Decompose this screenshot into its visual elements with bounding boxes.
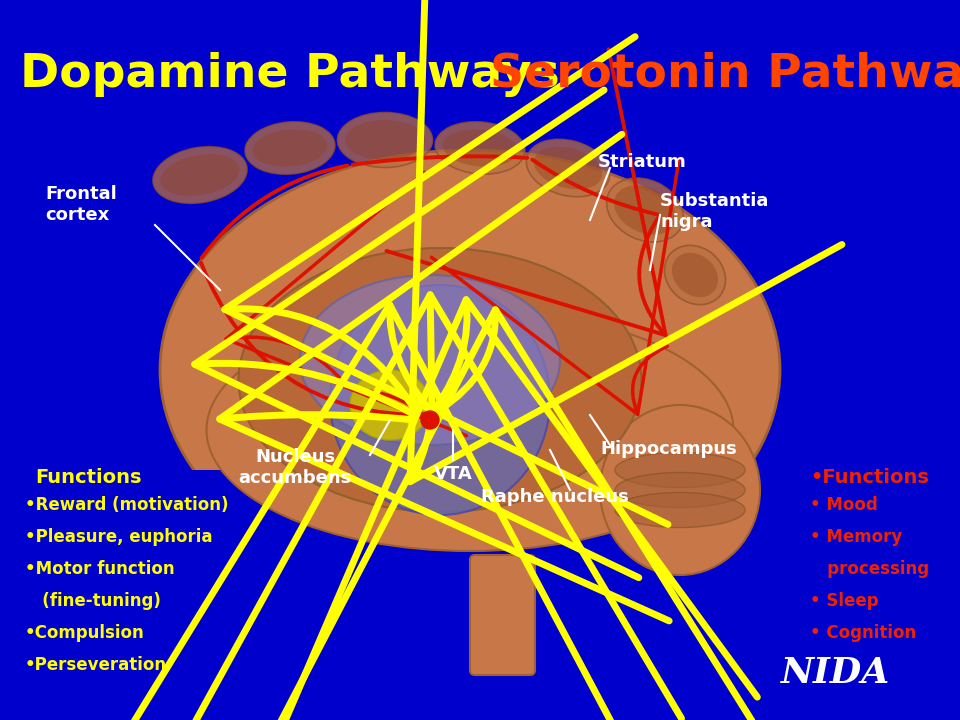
Text: •Functions: •Functions [810, 468, 929, 487]
FancyBboxPatch shape [160, 470, 780, 670]
Ellipse shape [443, 130, 517, 167]
FancyArrowPatch shape [268, 310, 756, 720]
Ellipse shape [330, 285, 550, 515]
Ellipse shape [615, 452, 745, 487]
Text: •Pleasure, euphoria: •Pleasure, euphoria [25, 528, 212, 546]
Text: Functions: Functions [35, 468, 141, 487]
Ellipse shape [600, 405, 760, 575]
Circle shape [421, 411, 439, 429]
Ellipse shape [345, 120, 425, 160]
FancyArrowPatch shape [202, 166, 348, 258]
Text: (fine-tuning): (fine-tuning) [25, 592, 161, 610]
Ellipse shape [160, 154, 240, 196]
FancyArrowPatch shape [410, 0, 842, 482]
FancyArrowPatch shape [132, 305, 621, 720]
Text: Dopamine Pathways: Dopamine Pathways [20, 52, 560, 97]
Ellipse shape [435, 122, 525, 174]
Text: Raphe nucleus: Raphe nucleus [481, 488, 629, 506]
FancyArrowPatch shape [431, 158, 679, 414]
FancyBboxPatch shape [470, 555, 535, 675]
Ellipse shape [252, 130, 327, 167]
Ellipse shape [338, 112, 433, 168]
Text: Nucleus
accumbens: Nucleus accumbens [238, 448, 351, 487]
Text: Serotonin Pathways: Serotonin Pathways [490, 52, 960, 97]
FancyArrowPatch shape [272, 300, 757, 720]
Ellipse shape [300, 275, 560, 445]
FancyArrowPatch shape [225, 37, 668, 524]
FancyArrowPatch shape [193, 294, 682, 720]
Ellipse shape [615, 472, 745, 508]
Text: • Sleep: • Sleep [810, 592, 878, 610]
Ellipse shape [614, 186, 676, 235]
Text: NIDA: NIDA [780, 656, 890, 690]
FancyArrowPatch shape [352, 390, 428, 418]
FancyArrowPatch shape [226, 172, 467, 436]
FancyArrowPatch shape [352, 156, 527, 165]
Text: VTA: VTA [434, 465, 472, 483]
Text: Striatum: Striatum [598, 153, 686, 171]
Ellipse shape [672, 253, 718, 297]
FancyArrowPatch shape [220, 135, 669, 621]
Ellipse shape [206, 309, 733, 551]
Text: Substantia
nigra: Substantia nigra [660, 192, 769, 231]
FancyArrowPatch shape [195, 90, 638, 577]
Text: •Reward (motivation): •Reward (motivation) [25, 496, 228, 514]
Text: •Motor function: •Motor function [25, 560, 175, 578]
Text: • Cognition: • Cognition [810, 624, 916, 642]
FancyArrowPatch shape [387, 49, 665, 336]
Text: • Memory: • Memory [810, 528, 902, 546]
Text: Frontal
cortex: Frontal cortex [45, 185, 117, 224]
Ellipse shape [245, 122, 335, 174]
Text: • Mood: • Mood [810, 496, 877, 514]
Ellipse shape [153, 147, 247, 203]
Ellipse shape [664, 246, 726, 305]
Text: •Compulsion: •Compulsion [25, 624, 145, 642]
FancyArrowPatch shape [532, 160, 658, 215]
Ellipse shape [350, 370, 430, 440]
Text: Hippocampus: Hippocampus [600, 440, 736, 458]
Text: processing: processing [810, 560, 929, 578]
Ellipse shape [615, 492, 745, 528]
FancyArrowPatch shape [201, 263, 427, 415]
Ellipse shape [534, 147, 602, 189]
Ellipse shape [607, 178, 684, 242]
Text: •Perseveration: •Perseveration [25, 656, 167, 674]
Ellipse shape [160, 150, 780, 590]
Ellipse shape [526, 139, 610, 197]
Ellipse shape [238, 248, 641, 512]
